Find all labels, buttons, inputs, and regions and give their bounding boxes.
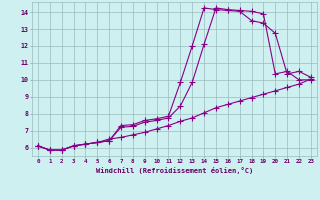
X-axis label: Windchill (Refroidissement éolien,°C): Windchill (Refroidissement éolien,°C): [96, 167, 253, 174]
